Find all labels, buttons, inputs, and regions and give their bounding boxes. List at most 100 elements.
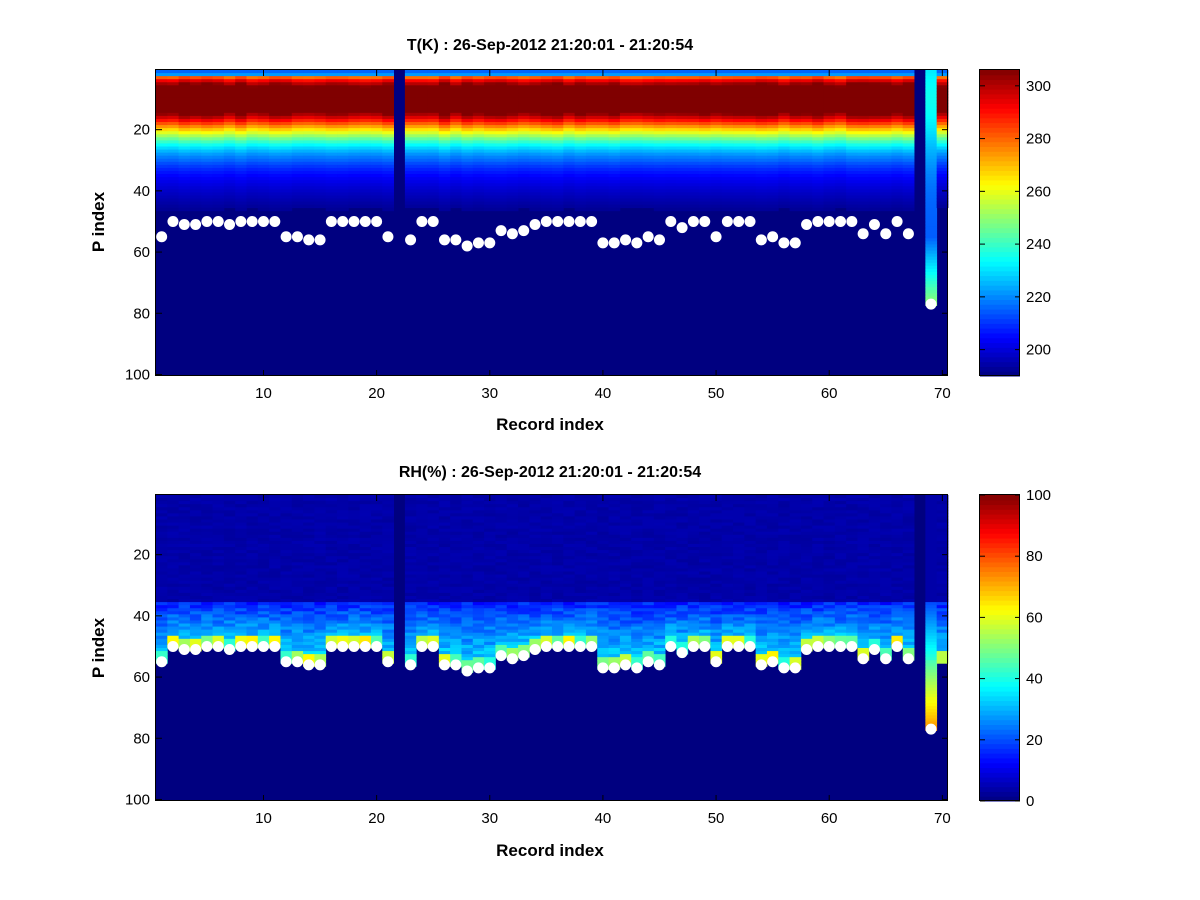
heatmap-cell bbox=[891, 112, 904, 117]
heatmap-cell bbox=[880, 198, 892, 202]
heatmap-cell bbox=[359, 70, 372, 74]
heatmap-cell bbox=[416, 525, 428, 530]
heatmap-cell bbox=[359, 88, 372, 92]
heatmap-cell bbox=[619, 85, 632, 89]
heatmap-cell bbox=[280, 611, 293, 615]
heatmap-cell bbox=[461, 152, 474, 157]
heatmap-cell bbox=[303, 177, 315, 181]
heatmap-cell bbox=[642, 143, 655, 147]
heatmap-cell bbox=[246, 97, 259, 101]
heatmap-cell bbox=[642, 167, 655, 172]
heatmap-cell bbox=[404, 651, 417, 655]
heatmap-cell bbox=[201, 174, 213, 178]
heatmap-cell bbox=[936, 103, 949, 108]
heatmap-cell bbox=[834, 152, 847, 157]
heatmap-cell bbox=[484, 580, 496, 585]
heatmap-cell bbox=[902, 158, 915, 163]
heatmap-cell bbox=[574, 155, 587, 160]
heatmap-cell bbox=[585, 158, 598, 163]
heatmap-cell bbox=[472, 605, 485, 609]
heatmap-cell bbox=[212, 103, 225, 108]
heatmap-cell bbox=[337, 501, 349, 505]
heatmap-cell bbox=[880, 103, 892, 108]
heatmap-cell bbox=[416, 562, 428, 566]
heatmap-cell bbox=[800, 198, 813, 202]
heatmap-cell bbox=[721, 161, 734, 166]
heatmap-cell bbox=[484, 94, 496, 98]
heatmap-cell bbox=[337, 91, 349, 95]
heatmap-cell bbox=[585, 70, 598, 74]
heatmap-cell bbox=[438, 91, 451, 95]
heatmap-cell bbox=[189, 559, 202, 563]
heatmap-cell bbox=[438, 128, 451, 132]
heatmap-cell bbox=[314, 125, 327, 129]
heatmap-cell bbox=[359, 103, 372, 108]
heatmap-cell bbox=[665, 131, 677, 135]
heatmap-cell bbox=[450, 155, 462, 160]
heatmap-cell bbox=[834, 180, 847, 184]
heatmap-cell bbox=[257, 118, 270, 123]
heatmap-cell bbox=[325, 556, 338, 560]
heatmap-cell bbox=[269, 589, 281, 594]
heatmap-cell bbox=[189, 565, 202, 569]
heatmap-cell bbox=[574, 94, 587, 98]
heatmap-cell bbox=[925, 149, 938, 154]
heatmap-cell bbox=[925, 134, 938, 138]
heatmap-cell bbox=[461, 547, 474, 551]
heatmap-cell bbox=[438, 198, 451, 202]
heatmap-cell bbox=[223, 504, 236, 508]
heatmap-cell bbox=[257, 614, 270, 618]
heatmap-cell bbox=[178, 534, 191, 539]
heatmap-cell bbox=[823, 198, 836, 202]
heatmap-cell bbox=[348, 562, 361, 566]
heatmap-cell bbox=[450, 198, 462, 202]
heatmap-cell bbox=[223, 198, 236, 202]
heatmap-cell bbox=[314, 137, 327, 141]
heatmap-cell bbox=[382, 88, 394, 92]
heatmap-cell bbox=[246, 608, 259, 612]
heatmap-cell bbox=[212, 82, 225, 86]
heatmap-cell bbox=[495, 189, 508, 193]
heatmap-cell bbox=[201, 550, 213, 554]
heatmap-cell bbox=[495, 507, 508, 511]
heatmap-cell bbox=[223, 79, 236, 83]
heatmap-cell bbox=[235, 167, 247, 172]
heatmap-cell bbox=[744, 161, 757, 166]
heatmap-cell bbox=[710, 131, 723, 135]
heatmap-cell bbox=[359, 635, 372, 640]
heatmap-cell bbox=[868, 88, 881, 92]
heatmap-cell bbox=[167, 143, 180, 147]
heatmap-cell bbox=[325, 192, 338, 196]
heatmap-cell bbox=[925, 268, 938, 273]
heatmap-cell bbox=[359, 109, 372, 114]
heatmap-cell bbox=[303, 186, 315, 190]
heatmap-cell bbox=[529, 158, 542, 163]
heatmap-cell bbox=[201, 131, 213, 135]
heatmap-cell bbox=[574, 73, 587, 77]
heatmap-cell bbox=[766, 207, 779, 212]
heatmap-cell bbox=[823, 164, 836, 169]
heatmap-cell bbox=[925, 76, 938, 80]
surface-marker bbox=[506, 228, 518, 240]
heatmap-cell bbox=[710, 118, 723, 123]
heatmap-cell bbox=[189, 195, 202, 199]
heatmap-cell bbox=[552, 109, 564, 114]
heatmap-cell bbox=[167, 565, 180, 569]
heatmap-cell bbox=[314, 85, 327, 89]
temperature-y-label: P index bbox=[89, 191, 108, 252]
heatmap-cell bbox=[370, 118, 383, 123]
heatmap-cell bbox=[303, 648, 315, 652]
heatmap-cell bbox=[370, 516, 383, 520]
heatmap-cell bbox=[925, 183, 938, 187]
heatmap-cell bbox=[416, 632, 428, 637]
heatmap-cell bbox=[733, 198, 745, 202]
heatmap-cell bbox=[178, 635, 191, 640]
heatmap-cell bbox=[823, 174, 836, 178]
heatmap-cell bbox=[201, 122, 213, 126]
heatmap-cell bbox=[744, 186, 757, 190]
heatmap-cell bbox=[382, 174, 394, 178]
x-tick-label: 10 bbox=[255, 385, 272, 402]
heatmap-cell bbox=[619, 155, 632, 160]
heatmap-cell bbox=[574, 70, 587, 74]
heatmap-cell bbox=[472, 550, 485, 554]
